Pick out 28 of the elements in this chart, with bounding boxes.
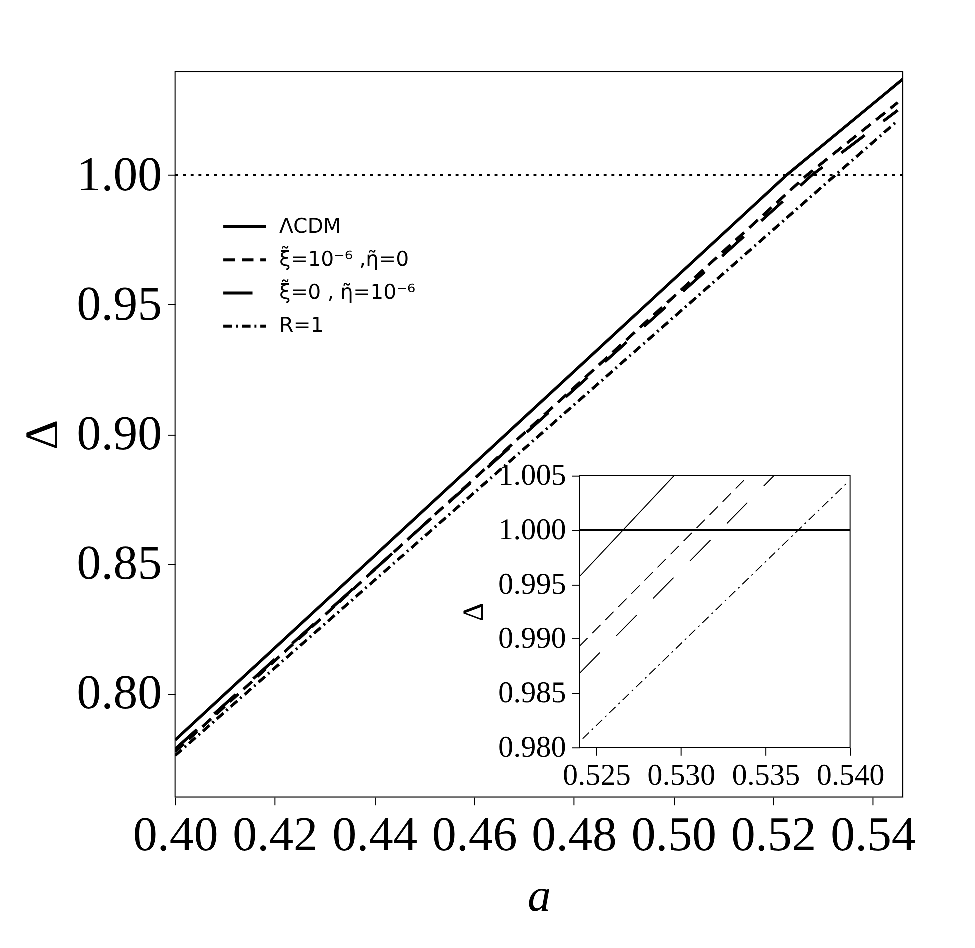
x-tick-label: 0.48 [532, 807, 618, 862]
x-tick-label: 0.54 [830, 807, 916, 862]
legend-label: ξ̃=10⁻⁶ ,η̃=0 [280, 246, 410, 271]
y-tick-label: 0.85 [76, 536, 162, 590]
x-tick-label: 0.44 [332, 807, 418, 862]
y-tick-label: 1.00 [76, 147, 162, 202]
legend-label: R=1 [280, 313, 324, 338]
y-tick-label: 1.000 [498, 512, 566, 546]
y-axis-title: Δ [16, 420, 68, 450]
x-tick-label: 0.42 [232, 807, 318, 862]
y-tick-label: 0.995 [498, 566, 566, 601]
x-tick-label: 0.46 [432, 807, 518, 862]
x-tick-label: 0.52 [731, 807, 816, 862]
y-tick-label: 1.005 [498, 458, 566, 492]
legend-label: ΛCDM [280, 214, 342, 238]
y-tick-label: 0.95 [76, 276, 162, 331]
x-axis-title: a [528, 870, 552, 922]
x-tick-label: 0.540 [816, 758, 885, 792]
y-tick-label: 0.80 [76, 666, 162, 720]
x-tick-label: 0.50 [632, 807, 717, 862]
y-tick-label: 0.990 [498, 621, 566, 656]
x-tick-label: 0.535 [732, 758, 800, 792]
legend-label: ξ̃=0 , η̃=10⁻⁶ [280, 279, 416, 304]
y-axis-title: Δ [458, 602, 490, 622]
x-tick-label: 0.40 [133, 807, 218, 862]
y-tick-label: 0.90 [76, 406, 162, 461]
y-tick-label: 0.985 [498, 676, 566, 710]
x-tick-label: 0.530 [648, 758, 716, 792]
